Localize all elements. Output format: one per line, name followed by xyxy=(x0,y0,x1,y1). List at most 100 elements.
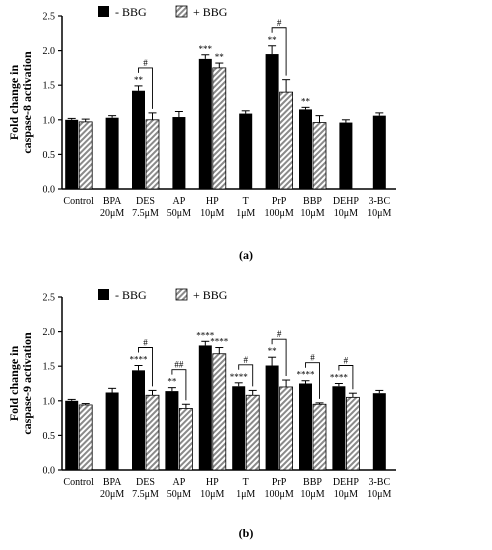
chart1-legend-minus-bbg: - BBG xyxy=(115,288,147,302)
chart1-bar-minus-bbg xyxy=(198,345,212,470)
chart0-bar-minus-bbg xyxy=(372,115,386,189)
chart0-legend-minus-bbg: - BBG xyxy=(115,5,147,19)
chart1-comparison-bracket xyxy=(138,347,153,387)
chart1-bar-plus-bbg xyxy=(78,404,93,471)
chart0-legend: - BBG + BBG xyxy=(98,5,228,19)
chart0-significance-plus: ** xyxy=(215,52,225,62)
chart1-bar-minus-bbg xyxy=(299,383,312,470)
chart0-bracket-label: # xyxy=(143,58,148,68)
chart0-category-label: 7.5μM xyxy=(132,208,159,219)
chart1-y-tick-label: 1.5 xyxy=(43,362,56,373)
chart1-bar-minus-bbg xyxy=(65,400,79,470)
chart1-bracket-label: ## xyxy=(174,360,184,370)
chart0-comparison-bracket xyxy=(271,27,287,76)
chart1-significance-minus: ** xyxy=(167,377,177,387)
chart0-category-label: HP xyxy=(206,196,219,207)
chart0-bracket-label: # xyxy=(277,18,282,28)
chart0-category-label: AP xyxy=(173,196,186,207)
chart0-bar-minus-bbg xyxy=(299,109,312,189)
chart1-legend-swatch-plus xyxy=(175,288,188,301)
chart0-group: Control xyxy=(63,117,94,207)
chart0-y-axis-title: Fold change incaspase-8 activation xyxy=(7,51,34,154)
chart0-legend-swatch-plus xyxy=(175,5,188,18)
chart0-category-label: PrP xyxy=(272,196,287,207)
chart0-bar-minus-bbg xyxy=(265,54,279,190)
chart1-bar-minus-bbg xyxy=(232,386,246,470)
chart1-category-label: 10μM xyxy=(334,489,358,500)
chart1-legend-plus-bbg: + BBG xyxy=(193,288,228,302)
chart0-significance-minus: ** xyxy=(134,75,144,85)
chart1-comparison-bracket xyxy=(238,364,254,387)
chart1-category-label: DEHP xyxy=(333,477,360,488)
chart1-y-tick-label: 1.0 xyxy=(43,396,56,407)
chart1-comparison-bracket xyxy=(305,362,320,399)
chart0-category-label: 1μM xyxy=(236,208,255,219)
chart1-bar-plus-bbg xyxy=(345,396,360,471)
chart0-bar-minus-bbg xyxy=(339,122,353,189)
chart1-panel-label: (b) xyxy=(239,526,254,540)
chart1-category-label: 3-BC xyxy=(368,477,390,488)
chart1-y-tick-label: 2.0 xyxy=(43,327,56,338)
chart-panel-b: 0.0 0.5 1.0 1.5 2.0 2.5 Fold change incaspase-… xyxy=(7,288,396,540)
chart0-category-label: 10μM xyxy=(367,208,391,219)
chart1-category-label: 7.5μM xyxy=(132,489,159,500)
chart1-significance-minus: **** xyxy=(297,370,316,380)
chart1-category-label: 50μM xyxy=(167,489,191,500)
chart1-category-label: 10μM xyxy=(367,489,391,500)
chart1-y-tick-label: 0.0 xyxy=(43,466,56,477)
chart1-legend: - BBG + BBG xyxy=(98,288,228,302)
chart1-y-axis-title: Fold change incaspase-9 activation xyxy=(7,332,34,435)
chart0-y-tick-label: 0.5 xyxy=(43,150,56,161)
chart1-significance-plus: **** xyxy=(210,337,229,347)
chart0-category-label: T xyxy=(243,196,249,207)
chart1-category-label: 10μM xyxy=(200,489,224,500)
chart0-category-label: DEHP xyxy=(333,196,360,207)
chart1-bar-plus-bbg xyxy=(312,403,327,471)
chart0-category-label: BBP xyxy=(303,196,322,207)
chart0-category-label: 50μM xyxy=(167,208,191,219)
chart1-bar-plus-bbg xyxy=(178,408,193,471)
chart1-category-label: Control xyxy=(63,477,94,488)
chart1-bracket-label: # xyxy=(344,356,349,366)
chart1-category-label: 10μM xyxy=(300,489,324,500)
chart1-category-label: DES xyxy=(136,477,155,488)
chart0-bar-minus-bbg xyxy=(172,117,186,189)
chart1-y-tick-label: 2.5 xyxy=(43,293,56,304)
chart0-panel-label: (a) xyxy=(239,248,253,262)
chart1-bar-minus-bbg xyxy=(165,391,179,470)
chart1-comparison-bracket xyxy=(271,338,287,377)
chart1-bar-minus-bbg xyxy=(332,386,346,470)
chart0-comparison-bracket xyxy=(138,67,153,109)
chart1-category-label: PrP xyxy=(272,477,287,488)
chart0-significance-minus: ** xyxy=(268,35,278,45)
chart1-bar-plus-bbg xyxy=(145,394,160,471)
chart0-bar-plus-bbg xyxy=(212,67,227,190)
chart0-significance-minus: *** xyxy=(199,44,213,54)
chart0-category-label: DES xyxy=(136,196,155,207)
chart1-significance-minus: **** xyxy=(230,372,249,382)
chart0-significance-minus: ** xyxy=(301,96,311,106)
chart0-y-tick-label: 1.5 xyxy=(43,81,56,92)
chart1-bracket-label: # xyxy=(277,329,282,339)
chart0-category-label: 100μM xyxy=(264,208,293,219)
chart0-category-label: 3-BC xyxy=(368,196,390,207)
chart1-bar-minus-bbg xyxy=(372,393,386,470)
chart1-category-label: 1μM xyxy=(236,489,255,500)
chart1-comparison-bracket xyxy=(338,365,354,390)
chart1-significance-minus: ** xyxy=(268,346,278,356)
chart0-category-label: 10μM xyxy=(200,208,224,219)
chart0-bar-minus-bbg xyxy=(105,117,119,189)
chart0-category-label: 10μM xyxy=(300,208,324,219)
chart-panel-a: 0.0 0.5 1.0 1.5 2.0 2.5 Fold change incaspase-… xyxy=(7,5,396,262)
